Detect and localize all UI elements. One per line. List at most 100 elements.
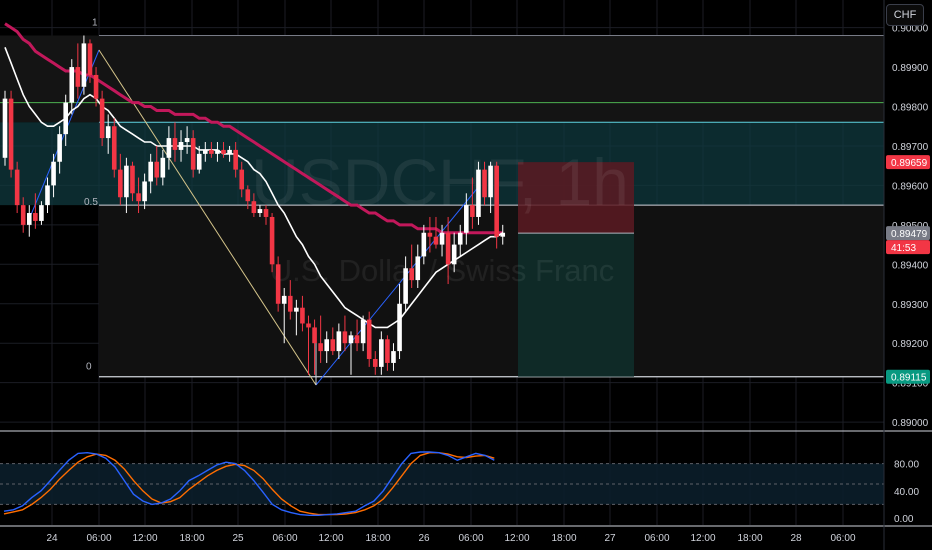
time-axis[interactable]: 24 06:00 12:00 18:00 25 06:00 12:00 18:00 26 06:0… [46, 533, 856, 544]
candle[interactable] [39, 201, 44, 225]
candle[interactable] [391, 343, 396, 371]
candle[interactable] [470, 177, 475, 229]
candle[interactable] [203, 142, 208, 162]
candle[interactable] [494, 161, 499, 249]
candle[interactable] [227, 145, 232, 162]
candle[interactable] [130, 161, 135, 202]
candle[interactable] [14, 161, 20, 214]
candle[interactable] [360, 315, 366, 352]
candle[interactable] [154, 145, 160, 186]
candle[interactable] [81, 35, 87, 95]
candle[interactable] [421, 224, 427, 265]
candle[interactable] [45, 177, 50, 214]
candle[interactable] [300, 295, 305, 332]
candle[interactable] [482, 161, 487, 206]
candle[interactable] [451, 232, 457, 273]
stochastic-pane[interactable] [0, 451, 884, 516]
candle[interactable] [500, 224, 506, 245]
candle[interactable] [415, 244, 421, 288]
candle[interactable] [342, 315, 348, 352]
candle-body [111, 126, 117, 170]
candle[interactable] [99, 90, 105, 146]
candle[interactable] [409, 244, 414, 288]
candle[interactable] [172, 122, 178, 162]
candle[interactable] [379, 331, 384, 375]
candle[interactable] [336, 323, 342, 359]
candle[interactable] [166, 126, 172, 170]
candle[interactable] [124, 157, 129, 214]
candle[interactable] [239, 161, 245, 198]
candle[interactable] [196, 145, 202, 174]
candle[interactable] [20, 197, 26, 233]
candlestick-series[interactable] [2, 35, 506, 375]
stop-loss-zone[interactable] [518, 162, 634, 234]
candle[interactable] [488, 161, 493, 214]
candle[interactable] [105, 114, 111, 154]
candle[interactable] [281, 287, 287, 344]
candle[interactable] [33, 193, 38, 229]
candle[interactable] [190, 130, 196, 178]
candle[interactable] [136, 177, 141, 214]
candle[interactable] [118, 153, 123, 206]
candle[interactable] [366, 311, 372, 367]
candle[interactable] [397, 284, 402, 359]
candle[interactable] [312, 319, 317, 375]
candle[interactable] [403, 256, 408, 312]
candle[interactable] [51, 153, 56, 198]
candle[interactable] [142, 173, 147, 210]
candle[interactable] [330, 327, 336, 356]
candle[interactable] [318, 315, 323, 363]
candle-body [209, 149, 214, 154]
candle[interactable] [209, 142, 214, 158]
price-tick-label: 0.89200 [892, 339, 929, 350]
candle[interactable] [221, 142, 226, 158]
candle[interactable] [178, 130, 184, 162]
candle[interactable] [385, 335, 390, 371]
candle[interactable] [464, 193, 469, 245]
candle[interactable] [433, 216, 439, 249]
stoch-axis[interactable]: 80.00 40.00 0.00 [894, 460, 919, 525]
candle[interactable] [57, 126, 62, 174]
candle[interactable] [457, 224, 463, 257]
time-tick-label: 06:00 [830, 533, 855, 544]
candle[interactable] [439, 224, 445, 257]
candle[interactable] [245, 185, 251, 210]
candle[interactable] [427, 216, 433, 253]
take-profit-zone[interactable] [518, 233, 634, 377]
fib-trendline[interactable] [98, 49, 317, 386]
candle[interactable] [26, 205, 32, 237]
trendline-up-1[interactable] [27, 49, 100, 223]
candle[interactable] [275, 256, 281, 312]
candle[interactable] [2, 90, 8, 166]
candle[interactable] [215, 142, 220, 162]
candle[interactable] [233, 142, 238, 178]
candle[interactable] [476, 161, 481, 225]
candle[interactable] [148, 153, 153, 194]
candle[interactable] [69, 59, 75, 115]
candle[interactable] [111, 118, 117, 178]
candle[interactable] [269, 213, 275, 273]
candle[interactable] [445, 216, 451, 285]
candle[interactable] [372, 351, 378, 375]
candle[interactable] [287, 280, 293, 320]
candle[interactable] [184, 126, 190, 154]
currency-button[interactable]: CHF [886, 4, 924, 26]
candle[interactable] [354, 319, 360, 352]
candle[interactable] [257, 205, 263, 217]
candle[interactable] [251, 193, 257, 217]
trendline-up-2[interactable] [315, 184, 481, 386]
candle[interactable] [263, 205, 269, 225]
candle[interactable] [75, 43, 81, 99]
candle[interactable] [306, 315, 311, 375]
candle[interactable] [8, 90, 14, 178]
candle[interactable] [324, 331, 330, 363]
candle[interactable] [160, 149, 166, 186]
candle[interactable] [93, 67, 99, 107]
candle[interactable] [294, 299, 299, 336]
price-tick-label: 0.89000 [892, 418, 929, 429]
candle[interactable] [348, 331, 354, 375]
candle[interactable] [63, 94, 68, 146]
candle[interactable] [87, 39, 93, 83]
